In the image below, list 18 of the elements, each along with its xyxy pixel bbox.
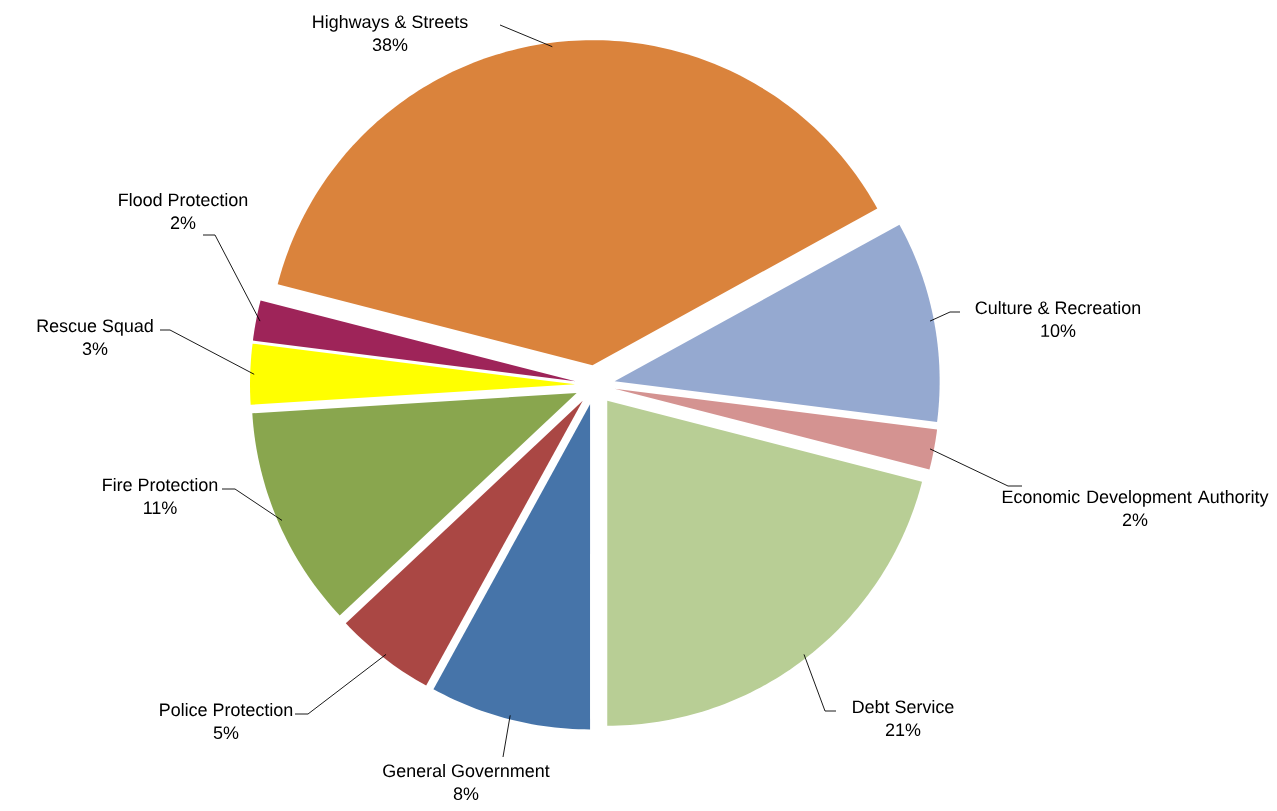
- data-label: 8%: [453, 787, 479, 801]
- data-label: 3%: [82, 342, 108, 356]
- data-label: 2%: [170, 216, 196, 230]
- data-label: 2%: [1122, 513, 1148, 527]
- slice-label: General Government: [383, 763, 550, 778]
- slice-label: Highways & Streets: [313, 14, 468, 32]
- slice-label: Economic Development Authority: [1002, 489, 1269, 507]
- slice-label: Flood Protection: [119, 192, 248, 207]
- slice-label: Fire Protection: [103, 477, 218, 492]
- slice-label: Culture & Recreation: [975, 300, 1141, 315]
- data-label: 10%: [1041, 324, 1076, 338]
- slice-label: Police Protection: [160, 702, 293, 717]
- data-label: 38%: [372, 38, 408, 52]
- data-label: 21%: [885, 723, 921, 737]
- slice-label: Rescue Squad: [37, 318, 153, 336]
- data-label: 11%: [144, 501, 177, 515]
- slice-label: Debt Service: [853, 700, 954, 714]
- data-label: 5%: [213, 726, 239, 740]
